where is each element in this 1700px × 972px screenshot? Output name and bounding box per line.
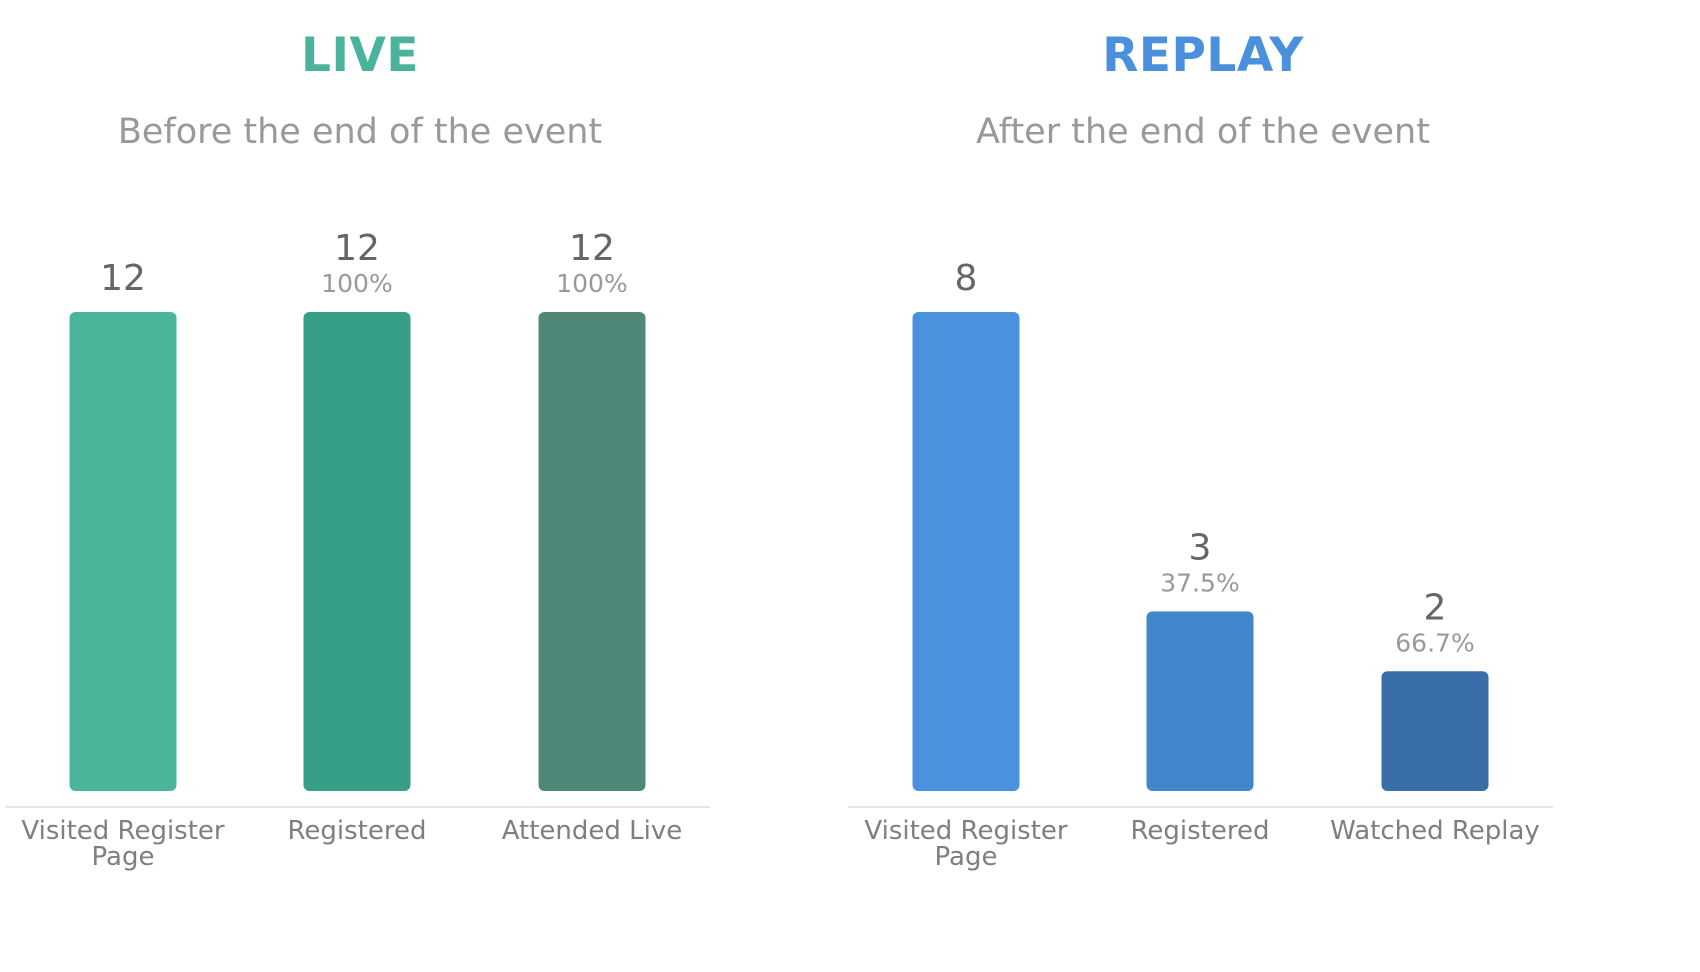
replay-bar-value-label: 3 <box>1189 527 1212 568</box>
replay-chart-title: REPLAY <box>1102 28 1304 83</box>
replay-bar <box>1146 611 1254 791</box>
replay-category-label: Registered <box>1130 816 1270 846</box>
replay-chart-subtitle: After the end of the event <box>976 112 1430 152</box>
replay-bar-percent-label: 66.7% <box>1395 628 1474 657</box>
replay-bar <box>912 312 1020 791</box>
replay-category-label: Watched Replay <box>1330 816 1540 846</box>
live-bar-percent-label: 100% <box>321 269 392 298</box>
live-chart-title: LIVE <box>301 28 419 83</box>
replay-chart-panel: REPLAY After the end of the event 8 3 37.5… <box>848 0 1558 972</box>
replay-bar-chart: 8 337.5% 266.7% <box>848 258 1553 808</box>
live-bar-value-label: 12 <box>100 258 146 299</box>
live-category-label: Registered <box>287 816 427 846</box>
replay-bar-value-label: 2 <box>1424 587 1447 628</box>
live-bar <box>538 312 646 791</box>
live-bar <box>69 312 177 791</box>
live-chart-subtitle: Before the end of the event <box>117 112 603 152</box>
replay-category-label: Visited Register Page <box>864 816 1068 872</box>
live-bar <box>303 312 411 791</box>
replay-bar <box>1381 671 1489 791</box>
live-bar-value-label: 12 <box>334 228 380 269</box>
live-chart-panel: LIVE Before the end of the event 12 12 100… <box>5 0 715 972</box>
live-category-label: Attended Live <box>501 816 683 846</box>
live-bar-percent-label: 100% <box>556 269 627 298</box>
live-bar-value-label: 12 <box>569 228 615 269</box>
replay-bar-value-label: 8 <box>955 258 978 299</box>
live-category-label: Visited Register Page <box>21 816 225 872</box>
replay-bar-percent-label: 37.5% <box>1160 568 1239 597</box>
